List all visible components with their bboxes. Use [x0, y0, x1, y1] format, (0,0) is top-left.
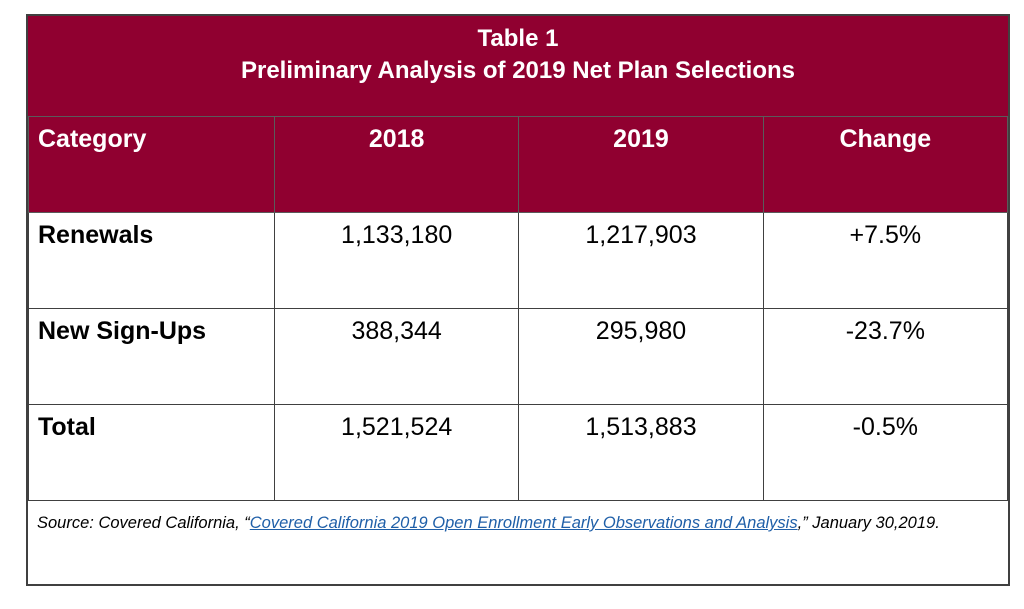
header-row: Category 2018 2019 Change: [28, 116, 1009, 213]
table-title-bar: Table 1 Preliminary Analysis of 2019 Net…: [28, 16, 1008, 116]
row-label-new-sign-ups: New Sign-Ups: [28, 308, 275, 405]
cell-renewals-2018: 1,133,180: [273, 212, 520, 309]
table-row: New Sign-Ups 388,344 295,980 -23.7%: [28, 308, 1009, 405]
cell-renewals-change: +7.5%: [762, 212, 1009, 309]
table-row: Renewals 1,133,180 1,217,903 +7.5%: [28, 212, 1009, 309]
row-label-renewals: Renewals: [28, 212, 275, 309]
cell-new-sign-ups-change: -23.7%: [762, 308, 1009, 405]
source-prefix: Source: Covered California, “: [37, 514, 250, 532]
data-table: Table 1 Preliminary Analysis of 2019 Net…: [26, 14, 1010, 586]
cell-total-2018: 1,521,524: [273, 404, 520, 501]
column-header-category: Category: [28, 116, 275, 213]
table-row: Total 1,521,524 1,513,883 -0.5%: [28, 404, 1009, 501]
table-title: Table 1: [477, 25, 559, 52]
source-link[interactable]: Covered California 2019 Open Enrollment …: [249, 514, 798, 532]
column-header-2018: 2018: [273, 116, 520, 213]
cell-total-2019: 1,513,883: [518, 404, 764, 501]
cell-new-sign-ups-2018: 388,344: [273, 308, 520, 405]
cell-renewals-2019: 1,217,903: [518, 212, 764, 309]
source-note: Source: Covered California, “Covered Cal…: [28, 508, 1008, 584]
cell-new-sign-ups-2019: 295,980: [518, 308, 764, 405]
data-grid: Category 2018 2019 Change Renewals 1,133…: [28, 116, 1009, 501]
cell-total-change: -0.5%: [762, 404, 1009, 501]
column-header-2019: 2019: [518, 116, 764, 213]
column-header-change: Change: [762, 116, 1009, 213]
source-suffix: ,” January 30,2019.: [797, 514, 940, 532]
table-subtitle: Preliminary Analysis of 2019 Net Plan Se…: [240, 57, 795, 84]
row-label-total: Total: [28, 404, 275, 501]
